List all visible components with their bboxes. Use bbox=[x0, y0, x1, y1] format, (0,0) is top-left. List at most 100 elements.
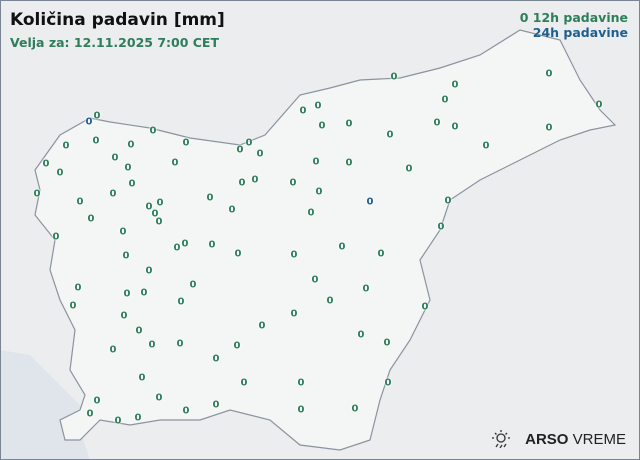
station-value-12h[interactable]: 0 bbox=[545, 122, 553, 134]
station-value-12h[interactable]: 0 bbox=[212, 399, 220, 411]
station-value-12h[interactable]: 0 bbox=[109, 188, 117, 200]
station-value-12h[interactable]: 0 bbox=[128, 178, 136, 190]
station-value-12h[interactable]: 0 bbox=[421, 301, 429, 313]
station-value-12h[interactable]: 0 bbox=[208, 239, 216, 251]
station-value-12h[interactable]: 0 bbox=[149, 125, 157, 137]
station-value-12h[interactable]: 0 bbox=[233, 340, 241, 352]
station-value-12h[interactable]: 0 bbox=[189, 279, 197, 291]
station-value-12h[interactable]: 0 bbox=[290, 249, 298, 261]
station-value-12h[interactable]: 0 bbox=[145, 265, 153, 277]
station-value-12h[interactable]: 0 bbox=[134, 412, 142, 424]
station-value-12h[interactable]: 0 bbox=[351, 403, 359, 415]
station-value-12h[interactable]: 0 bbox=[177, 296, 185, 308]
station-value-12h[interactable]: 0 bbox=[377, 248, 385, 260]
station-value-12h[interactable]: 0 bbox=[151, 208, 159, 220]
station-value-12h[interactable]: 0 bbox=[318, 120, 326, 132]
station-value-12h[interactable]: 0 bbox=[256, 148, 264, 160]
station-value-12h[interactable]: 0 bbox=[362, 283, 370, 295]
station-value-12h[interactable]: 0 bbox=[176, 338, 184, 350]
station-value-12h[interactable]: 0 bbox=[145, 201, 153, 213]
station-value-12h[interactable]: 0 bbox=[124, 162, 132, 174]
station-value-12h[interactable]: 0 bbox=[383, 337, 391, 349]
station-value-12h[interactable]: 0 bbox=[171, 157, 179, 169]
station-value-12h[interactable]: 0 bbox=[111, 152, 119, 164]
station-value-12h[interactable]: 0 bbox=[119, 226, 127, 238]
station-value-12h[interactable]: 0 bbox=[182, 137, 190, 149]
station-value-12h[interactable]: 0 bbox=[312, 156, 320, 168]
station-value-12h[interactable]: 0 bbox=[240, 377, 248, 389]
station-value-12h[interactable]: 0 bbox=[451, 79, 459, 91]
station-value-12h[interactable]: 0 bbox=[69, 300, 77, 312]
station-value-12h[interactable]: 0 bbox=[92, 135, 100, 147]
station-value-12h[interactable]: 0 bbox=[56, 167, 64, 179]
station-value-12h[interactable]: 0 bbox=[482, 140, 490, 152]
station-value-12h[interactable]: 0 bbox=[405, 163, 413, 175]
station-value-12h[interactable]: 0 bbox=[289, 177, 297, 189]
station-value-12h[interactable]: 0 bbox=[297, 377, 305, 389]
station-value-12h[interactable]: 0 bbox=[297, 404, 305, 416]
station-value-12h[interactable]: 0 bbox=[33, 188, 41, 200]
station-value-12h[interactable]: 0 bbox=[311, 274, 319, 286]
station-value-12h[interactable]: 0 bbox=[437, 221, 445, 233]
station-value-12h[interactable]: 0 bbox=[245, 137, 253, 149]
station-value-12h[interactable]: 0 bbox=[444, 195, 452, 207]
station-value-12h[interactable]: 0 bbox=[173, 242, 181, 254]
station-value-12h[interactable]: 0 bbox=[326, 295, 334, 307]
station-value-12h[interactable]: 0 bbox=[386, 129, 394, 141]
station-value-12h[interactable]: 0 bbox=[135, 325, 143, 337]
station-value-12h[interactable]: 0 bbox=[433, 117, 441, 129]
station-value-12h[interactable]: 0 bbox=[42, 158, 50, 170]
station-value-12h[interactable]: 0 bbox=[76, 196, 84, 208]
station-value-12h[interactable]: 0 bbox=[384, 377, 392, 389]
station-value-12h[interactable]: 0 bbox=[156, 197, 164, 209]
station-value-12h[interactable]: 0 bbox=[122, 250, 130, 262]
station-value-12h[interactable]: 0 bbox=[114, 415, 122, 427]
station-value-12h[interactable]: 0 bbox=[182, 405, 190, 417]
station-value-12h[interactable]: 0 bbox=[238, 177, 246, 189]
station-value-12h[interactable]: 0 bbox=[212, 353, 220, 365]
station-value-12h[interactable]: 0 bbox=[127, 139, 135, 151]
legend-12h-label: 12h padavine bbox=[532, 10, 628, 25]
station-value-12h[interactable]: 0 bbox=[357, 329, 365, 341]
station-value-12h[interactable]: 0 bbox=[138, 372, 146, 384]
station-value-24h[interactable]: 0 bbox=[85, 116, 93, 128]
station-value-12h[interactable]: 0 bbox=[345, 157, 353, 169]
station-value-12h[interactable]: 0 bbox=[595, 99, 603, 111]
station-value-12h[interactable]: 0 bbox=[390, 71, 398, 83]
station-value-12h[interactable]: 0 bbox=[52, 231, 60, 243]
station-value-12h[interactable]: 0 bbox=[315, 186, 323, 198]
station-value-12h[interactable]: 0 bbox=[299, 105, 307, 117]
station-value-12h[interactable]: 0 bbox=[93, 395, 101, 407]
station-value-12h[interactable]: 0 bbox=[441, 94, 449, 106]
station-value-12h[interactable]: 0 bbox=[62, 140, 70, 152]
legend: 0 12h padavine 24h padavine bbox=[520, 10, 628, 40]
station-value-12h[interactable]: 0 bbox=[181, 238, 189, 250]
station-value-12h[interactable]: 0 bbox=[314, 100, 322, 112]
station-value-12h[interactable]: 0 bbox=[451, 121, 459, 133]
station-value-12h[interactable]: 0 bbox=[258, 320, 266, 332]
station-value-12h[interactable]: 0 bbox=[86, 408, 94, 420]
station-value-12h[interactable]: 0 bbox=[120, 310, 128, 322]
station-value-12h[interactable]: 0 bbox=[148, 339, 156, 351]
station-value-12h[interactable]: 0 bbox=[545, 68, 553, 80]
station-value-12h[interactable]: 0 bbox=[74, 282, 82, 294]
station-value-12h[interactable]: 0 bbox=[206, 192, 214, 204]
station-value-12h[interactable]: 0 bbox=[228, 204, 236, 216]
station-value-12h[interactable]: 0 bbox=[155, 216, 163, 228]
station-value-24h[interactable]: 0 bbox=[366, 196, 374, 208]
station-value-12h[interactable]: 0 bbox=[290, 308, 298, 320]
station-value-12h[interactable]: 0 bbox=[307, 207, 315, 219]
station-value-12h[interactable]: 0 bbox=[345, 118, 353, 130]
station-value-12h[interactable]: 0 bbox=[123, 288, 131, 300]
station-value-12h[interactable]: 0 bbox=[87, 213, 95, 225]
station-value-12h[interactable]: 0 bbox=[109, 344, 117, 356]
station-value-12h[interactable]: 0 bbox=[251, 174, 259, 186]
station-value-12h[interactable]: 0 bbox=[93, 110, 101, 122]
station-value-12h[interactable]: 0 bbox=[338, 241, 346, 253]
station-value-12h[interactable]: 0 bbox=[155, 392, 163, 404]
station-value-12h[interactable]: 0 bbox=[234, 248, 242, 260]
station-value-12h[interactable]: 0 bbox=[140, 287, 148, 299]
station-value-12h[interactable]: 0 bbox=[236, 144, 244, 156]
